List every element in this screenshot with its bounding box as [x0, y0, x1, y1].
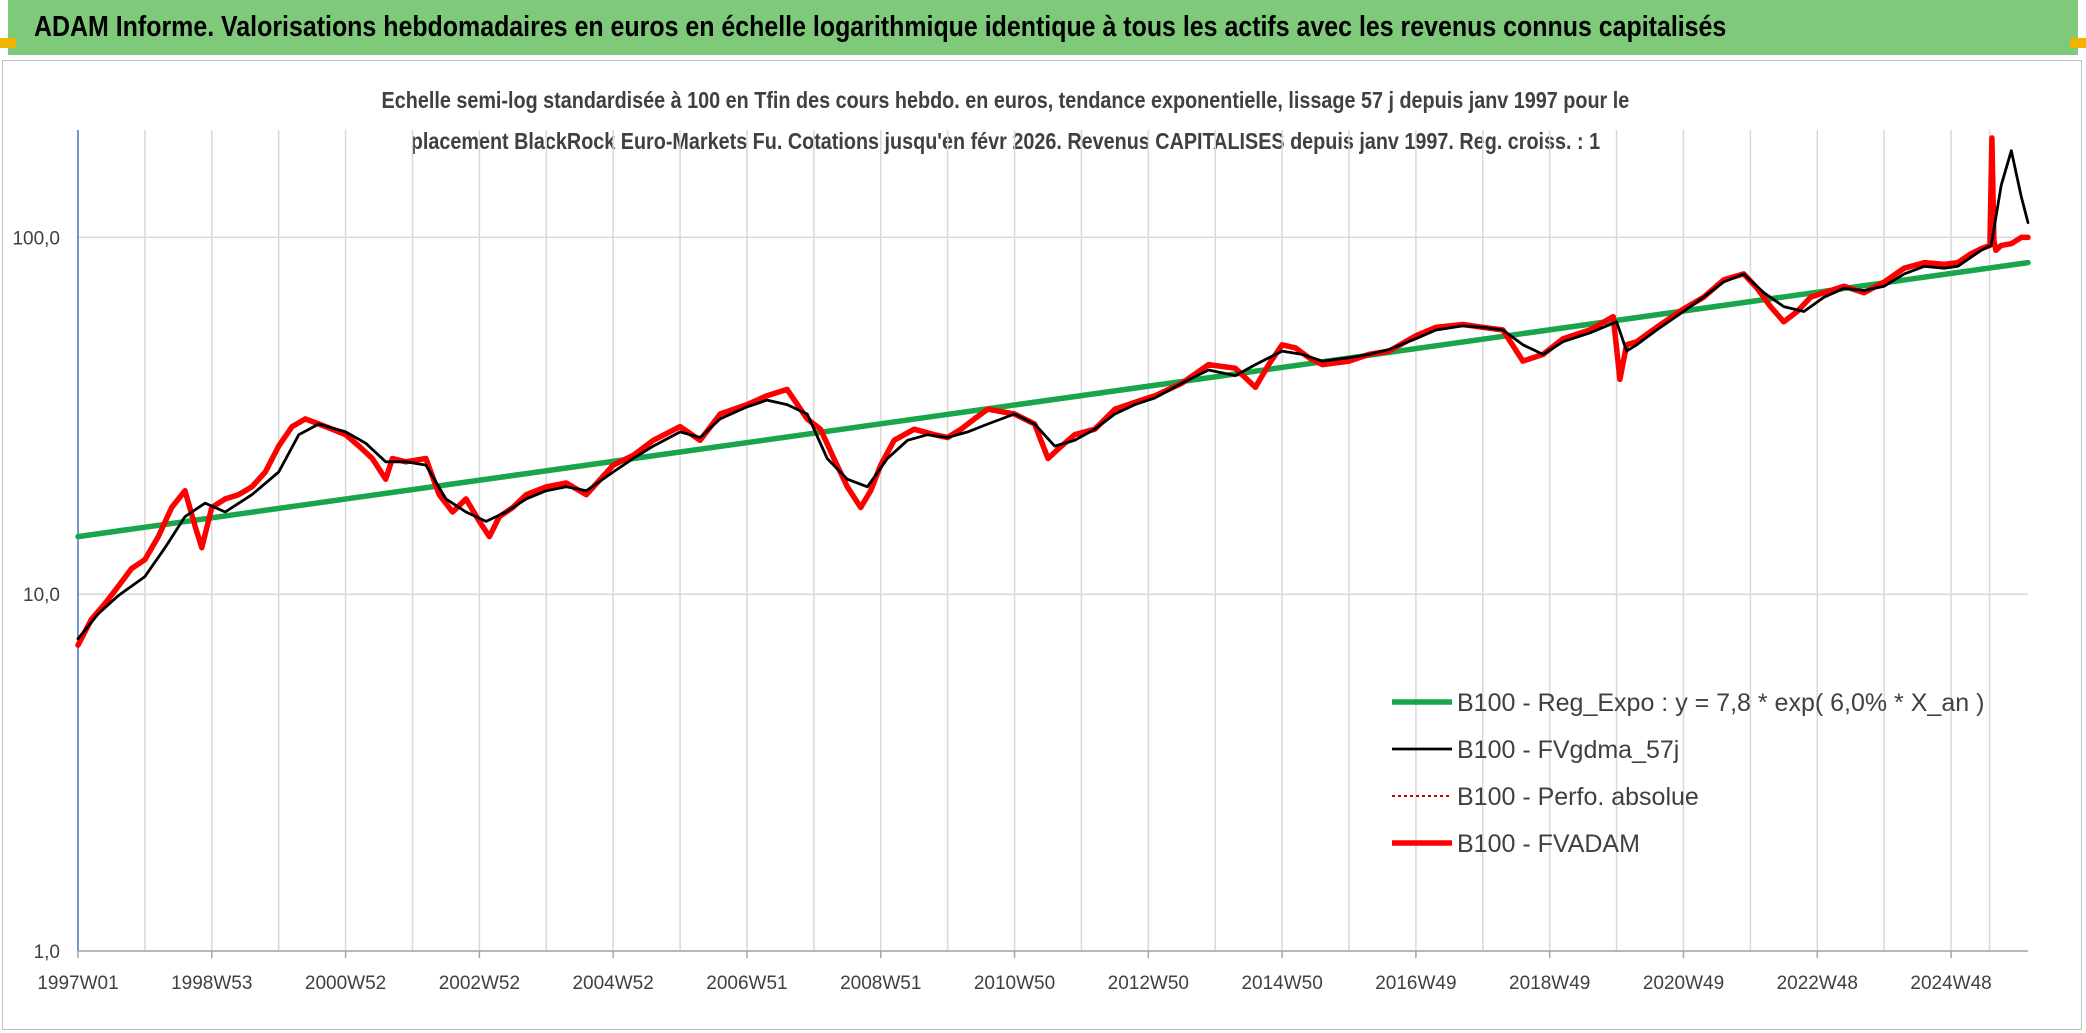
x-tick-label: 2000W52: [305, 973, 386, 994]
legend-label-absolute: B100 - Perfo. absolue: [1457, 783, 1699, 811]
corner-accent-right: [2070, 38, 2086, 48]
legend-label-smoothed: B100 - FVgdma_57j: [1457, 736, 1679, 764]
x-tick-label: 2022W48: [1777, 973, 1858, 994]
axes: 1,0 10,0 100,0 1997W01 1998W53 2000W52 2002W52…: [12, 130, 2028, 994]
series-line-regression: [75, 259, 2031, 540]
x-tick-label: 2002W52: [439, 973, 520, 994]
x-tick-label: 2024W48: [1910, 973, 1991, 994]
legend-label-adam: B100 - FVADAM: [1457, 830, 1640, 858]
x-tick-label: 2020W49: [1643, 973, 1724, 994]
x-tick-label: 2012W50: [1108, 973, 1189, 994]
chart-frame: [2, 60, 2082, 1030]
x-tick-label: 2010W50: [974, 973, 1055, 994]
x-tick-label: 2008W51: [840, 973, 921, 994]
series-line-smoothed: [76, 149, 2030, 641]
x-tick-label: 1998W53: [171, 973, 252, 994]
x-tick-label: 2016W49: [1375, 973, 1456, 994]
x-tick-label: 1997W01: [37, 973, 118, 994]
chart-title-line-2: placement BlackRock Euro-Markets Fu. Cot…: [410, 128, 1600, 154]
x-tick-label: 2014W50: [1241, 973, 1322, 994]
x-tick-label: 2004W52: [572, 973, 653, 994]
series-lines: [75, 135, 2031, 648]
legend-label-regression: B100 - Reg_Expo : y = 7,8 * exp( 6,0% * …: [1457, 689, 1984, 717]
chart-title-line-1: Echelle semi-log standardisée à 100 en T…: [381, 87, 1629, 113]
y-tick-label: 1,0: [34, 942, 60, 963]
x-tick-label: 2006W51: [706, 973, 787, 994]
y-tick-label: 100,0: [12, 228, 60, 249]
corner-accent-left: [0, 38, 16, 48]
y-tick-label: 10,0: [23, 585, 60, 606]
report-banner: ADAM Informe. Valorisations hebdomadaire…: [8, 0, 2078, 55]
report-title: ADAM Informe. Valorisations hebdomadaire…: [34, 11, 1727, 43]
series-line-adam: [75, 135, 2031, 648]
gridlines: [78, 130, 2028, 952]
x-tick-label: 2018W49: [1509, 973, 1590, 994]
chart-legend: B100 - Reg_Expo : y = 7,8 * exp( 6,0% * …: [1392, 689, 1984, 858]
